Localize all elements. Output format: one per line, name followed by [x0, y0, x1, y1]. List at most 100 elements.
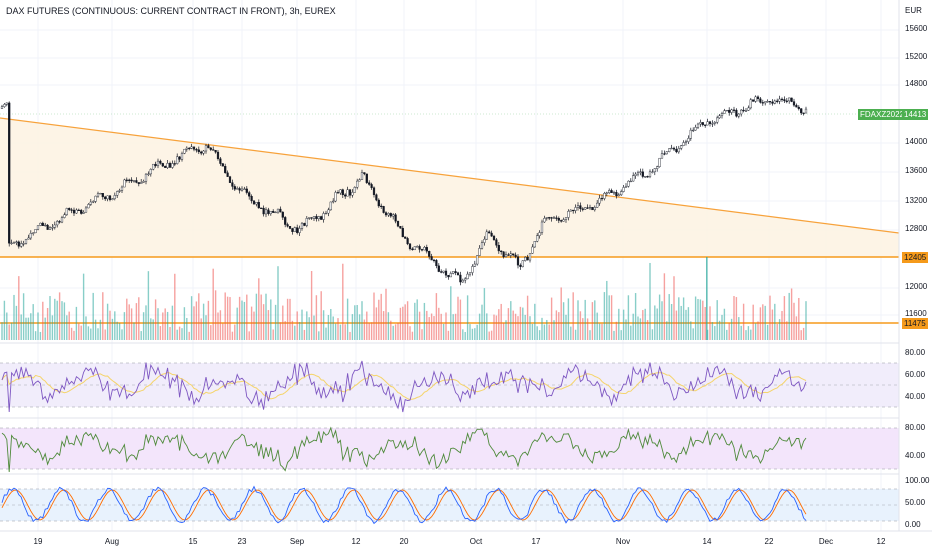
volume-bar: [303, 329, 306, 340]
volume-bar: [759, 307, 762, 340]
volume-bar: [15, 305, 18, 340]
volume-bar: [651, 329, 654, 340]
candle-body: [356, 180, 359, 188]
volume-bar: [798, 297, 800, 340]
candle-body: [267, 209, 270, 214]
volume-bar: [438, 307, 440, 340]
candle-body: [351, 192, 354, 196]
volume-bar: [94, 319, 97, 340]
candle-body: [89, 201, 92, 205]
price-candles[interactable]: [0, 95, 808, 286]
candle-body: [324, 212, 328, 215]
volume-bar: [728, 323, 730, 340]
volume-bar: [99, 319, 102, 340]
candle-body: [279, 208, 282, 213]
candle-body: [768, 101, 772, 103]
stoch-tick: 50.00: [905, 498, 926, 507]
volume-bar: [500, 303, 502, 340]
candle-body: [75, 209, 78, 214]
price-tick: 15200: [905, 52, 928, 61]
candle-body: [293, 227, 296, 232]
candle-body: [579, 205, 582, 209]
volume-bar: [404, 304, 406, 340]
volume-bar: [704, 306, 706, 340]
candle-body: [372, 187, 376, 195]
volume-bar: [757, 321, 759, 340]
volume-bar: [310, 271, 313, 340]
volume-bar: [387, 312, 390, 340]
volume-bar: [613, 330, 615, 340]
volume-bar: [126, 298, 128, 340]
volume-bar: [205, 315, 207, 340]
volume-bar: [54, 298, 56, 340]
candle-body: [675, 149, 678, 153]
candle-body: [250, 196, 253, 202]
volume-bar: [510, 301, 512, 340]
candle-body: [680, 145, 683, 149]
candle-body: [168, 163, 172, 168]
candle-body: [240, 188, 244, 191]
candle-body: [488, 231, 491, 234]
volume-bar: [135, 303, 138, 340]
time-tick: 17: [531, 537, 541, 546]
volume-bar: [618, 308, 620, 340]
candle-body: [596, 202, 599, 208]
stochastic-band: [0, 489, 899, 521]
candle-body: [130, 179, 133, 182]
volume-bar: [159, 326, 162, 340]
volume-bar: [145, 305, 147, 340]
candle-body: [632, 175, 635, 182]
volume-bar: [409, 326, 411, 340]
volume-bar: [255, 293, 258, 340]
candle-body: [730, 109, 733, 113]
candle-body: [572, 209, 575, 212]
volume-bar: [524, 314, 526, 340]
candle-body: [341, 189, 344, 196]
candle-body: [207, 145, 210, 149]
candle-body: [497, 245, 500, 252]
candle-body: [677, 148, 680, 153]
candle-body: [790, 97, 793, 102]
volume-bar: [442, 323, 445, 340]
candle-body: [732, 109, 736, 111]
candle-body: [284, 217, 287, 225]
volume-bar: [572, 292, 574, 340]
volume-bar: [171, 305, 174, 340]
volume-bar: [490, 330, 493, 340]
trendline-upper[interactable]: [0, 117, 900, 234]
volume-bar: [637, 316, 639, 340]
time-tick: 20: [399, 537, 409, 546]
candle-body: [99, 193, 102, 195]
candle-body: [449, 273, 452, 278]
volume-bar: [198, 293, 200, 340]
volume-bar: [697, 299, 699, 340]
volume-bar: [658, 294, 661, 340]
candle-body: [668, 148, 671, 152]
volume-bar: [234, 324, 236, 340]
candle-body: [756, 96, 760, 100]
candle-body: [524, 257, 527, 261]
volume-bar: [466, 295, 469, 340]
volume-bar: [315, 295, 318, 340]
candle-body: [72, 209, 76, 214]
volume-bar: [373, 292, 375, 340]
volume-bar: [351, 314, 354, 340]
candle-body: [442, 270, 445, 273]
candle-body: [612, 192, 616, 194]
volume-bar: [20, 314, 22, 340]
candle-body: [593, 207, 596, 211]
volume-bar: [670, 304, 673, 340]
volume-bar: [512, 310, 514, 340]
time-tick: 22: [764, 537, 774, 546]
candle-body: [648, 171, 652, 177]
candle-body: [771, 101, 774, 104]
candle-body: [526, 257, 529, 261]
candle-body: [723, 110, 726, 114]
candle-body: [310, 217, 313, 219]
candle-body: [615, 192, 618, 197]
rsi-moving-average-line: [1, 371, 807, 401]
volume-bar: [452, 314, 454, 340]
candle-body: [749, 99, 752, 109]
